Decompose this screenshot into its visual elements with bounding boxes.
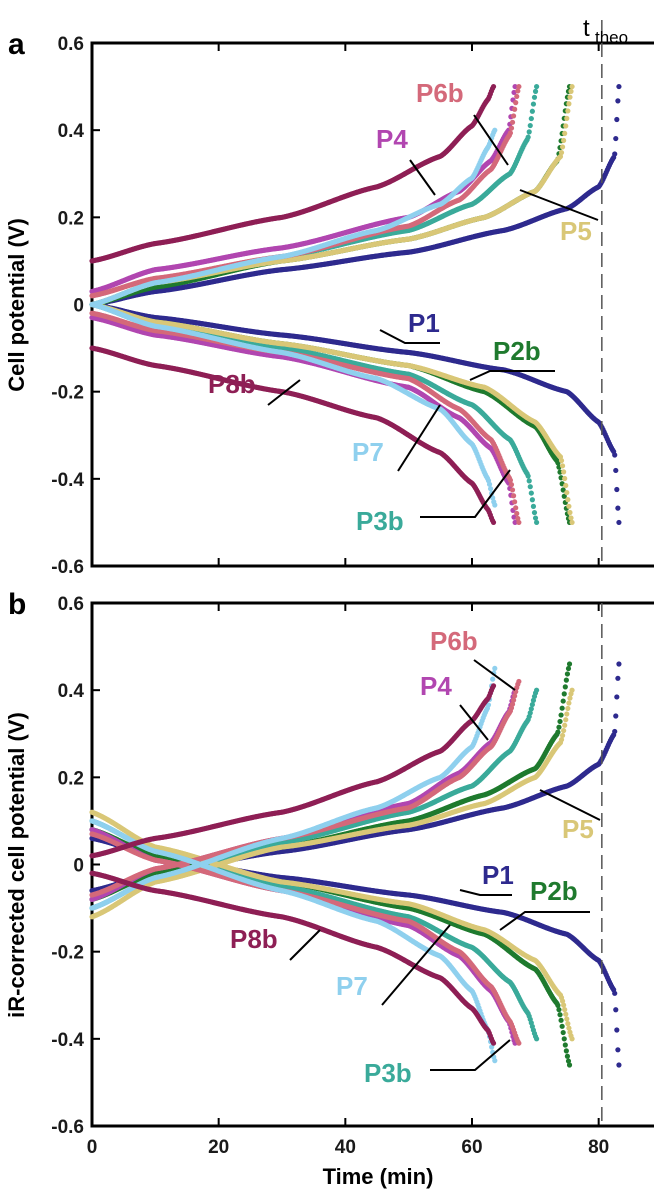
data-point (615, 505, 621, 511)
data-point (565, 497, 571, 503)
data-point (561, 137, 567, 144)
data-point (513, 100, 519, 106)
data-point (531, 509, 538, 516)
y-tick-label: -0.2 (51, 383, 84, 404)
data-point (564, 489, 570, 496)
panel-a-series (89, 83, 622, 526)
data-point (615, 98, 621, 104)
data-point (529, 108, 535, 114)
data-point (616, 83, 622, 90)
data-point (569, 83, 575, 90)
data-point (530, 101, 537, 107)
data-point (562, 475, 568, 482)
data-point (558, 457, 565, 464)
data-point (612, 151, 618, 157)
data-point (614, 116, 620, 123)
series-P4 (89, 83, 518, 526)
data-point (561, 469, 567, 475)
data-point (508, 125, 515, 131)
data-point (534, 83, 540, 90)
panel-a-y-axis-label: Cell potential (V) (4, 218, 29, 392)
data-point (563, 482, 569, 489)
data-point (616, 519, 622, 526)
y-tick-label: 0.6 (58, 34, 84, 55)
y-tick-label: 0.4 (58, 121, 85, 142)
data-point (613, 135, 619, 142)
data-point (567, 509, 573, 516)
y-tick-label: 0.2 (58, 208, 84, 229)
data-point (534, 519, 540, 526)
data-point (613, 467, 619, 474)
data-point (526, 129, 532, 135)
data-point (566, 503, 572, 509)
data-point (529, 497, 535, 503)
data-point (527, 122, 533, 129)
y-tick-label: -0.6 (51, 557, 84, 578)
data-point (565, 108, 571, 114)
data-point (558, 149, 565, 156)
data-point (563, 123, 569, 129)
y-tick-label: 0 (73, 296, 84, 317)
data-point (559, 463, 566, 469)
data-point (612, 452, 618, 458)
data-point (567, 94, 573, 100)
data-point (569, 519, 575, 526)
data-point (528, 115, 534, 122)
data-point (568, 88, 574, 94)
data-point (532, 515, 539, 521)
data-point (510, 113, 517, 119)
data-point (564, 115, 570, 121)
data-point (562, 130, 568, 137)
data-point (507, 130, 514, 136)
data-point (568, 515, 574, 521)
series-P1 (89, 83, 622, 526)
series-P3b (89, 83, 540, 526)
data-point (532, 88, 539, 94)
data-point (527, 484, 533, 490)
y-tick-label: -0.4 (51, 470, 84, 491)
data-point (516, 83, 522, 90)
panel-a: a Cell potential (V) -0.6 -0.4 -0.2 0 0.2 0.4… (4, 20, 654, 578)
panel-a-letter: a (8, 28, 25, 61)
data-point (525, 473, 531, 479)
panel-a-frame (90, 41, 654, 568)
series-P6b (89, 83, 522, 526)
data-point (528, 490, 534, 496)
data-point (614, 486, 620, 493)
data-point (566, 101, 572, 107)
data-point (509, 119, 516, 125)
panel-a-y-ticks: -0.6 -0.4 -0.2 0 0.2 0.4 0.6 (51, 34, 600, 578)
data-point (526, 478, 532, 484)
data-point (559, 144, 566, 150)
data-point (512, 106, 518, 112)
data-point (514, 93, 520, 100)
data-point (531, 94, 538, 100)
data-point (530, 503, 537, 509)
data-point (525, 134, 531, 140)
data-point (515, 88, 521, 94)
